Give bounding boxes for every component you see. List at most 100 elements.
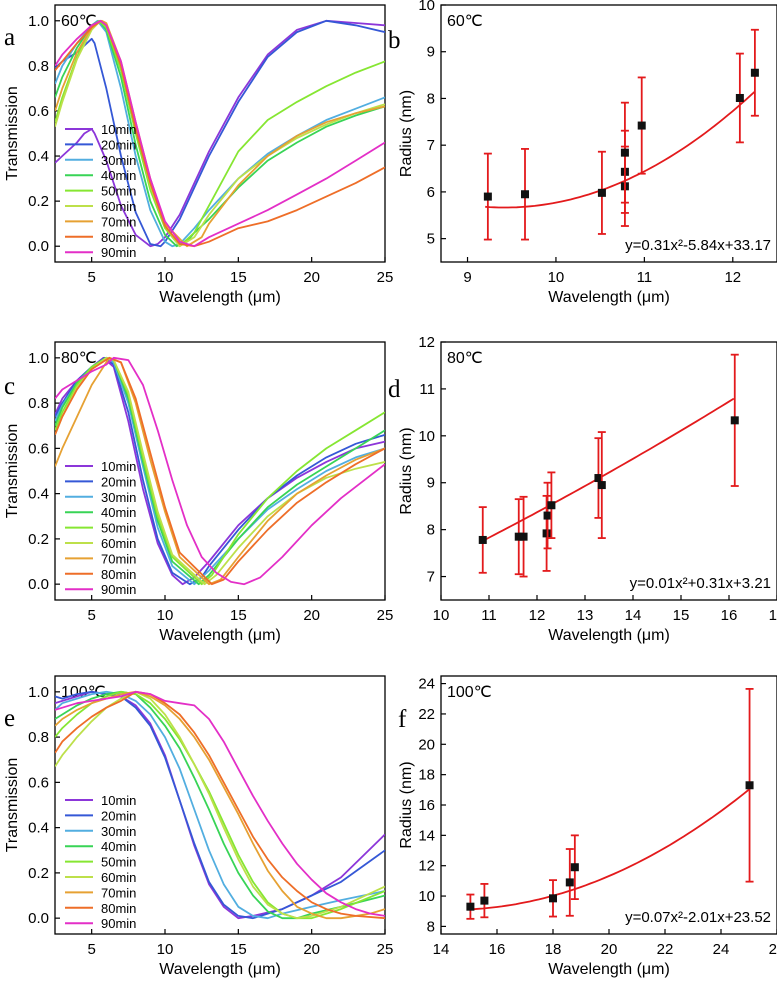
x-tick-label: 20 [601,941,618,958]
x-tick-label: 17 [769,607,777,624]
y-tick-label: 0.2 [28,865,49,882]
y-tick-label: 1.0 [28,13,49,30]
series-line-10min [55,19,385,248]
x-axis-label: Wavelength (μm) [548,961,670,978]
temperature-label: 80℃ [447,350,483,367]
temperature-label: 100℃ [447,684,492,701]
fit-equation: y=0.01x²+0.31x+3.21 [630,575,771,592]
y-axis-label: Transmission [4,424,21,519]
y-tick-label: 0.0 [28,238,49,255]
x-tick-label: 11 [637,269,653,286]
y-tick-label: 0.8 [28,395,49,412]
x-axis-label: Wavelength (μm) [159,289,281,306]
x-axis-label: Wavelength (μm) [159,961,281,978]
series-line-90min [55,690,385,917]
legend-label: 70min [101,551,136,566]
y-tick-label: 1.0 [28,684,49,701]
x-tick-label: 10 [433,607,450,624]
legend-label: 70min [101,214,136,229]
legend-label: 90min [101,916,136,931]
legend-label: 70min [101,885,136,900]
temperature-label: 80℃ [61,350,97,367]
series-line-90min [55,356,385,586]
legend-label: 10min [101,459,136,474]
legend-label: 20min [101,474,136,489]
x-axis-label: Wavelength (μm) [548,627,670,644]
temperature-label: 60℃ [447,13,483,30]
plot-area [55,690,385,920]
y-tick-label: 9 [427,475,435,492]
y-tick-label: 16 [418,797,435,814]
x-tick-label: 20 [303,269,320,286]
legend-label: 80min [101,901,136,916]
y-tick-label: 0.8 [28,58,49,75]
x-tick-label: 10 [157,941,174,958]
panel-f: 14 16 18 20 22 24 26 8 10 12 14 16 18 20 22 24 Wavelengt… [398,675,777,978]
series-line-70min [55,356,385,586]
x-tick-label: 12 [724,269,741,286]
series-line-50min [55,356,385,586]
data-point [735,93,744,102]
y-tick-label: 8 [427,918,435,935]
y-tick-label: 18 [418,767,435,784]
fit-equation: y=0.31x²-5.84x+33.17 [625,237,771,254]
y-tick-label: 0.0 [28,910,49,927]
panel-letter: d [388,376,401,403]
x-tick-label: 15 [230,269,247,286]
y-tick-label: 20 [418,736,435,753]
y-tick-label: 10 [418,428,435,445]
legend-label: 10min [101,122,136,137]
x-axis-label: Wavelength (μm) [548,289,670,306]
legend-label: 90min [101,582,136,597]
panel-letter: b [388,27,401,54]
y-tick-label: 5 [427,231,435,248]
x-tick-label: 20 [303,607,320,624]
series-line-90min [55,19,385,248]
panel-a: 5 10 15 20 25 0.0 0.2 0.4 0.6 0.8 1.0 Wavelength (μ… [4,4,393,306]
data-point [637,121,646,130]
x-tick-label: 5 [87,607,95,624]
legend-label: 40min [101,168,136,183]
panel-letter: e [4,705,15,732]
legend: 10min20min30min40min50min60min70min80min… [65,122,136,260]
data-point [745,781,754,790]
x-tick-label: 9 [463,269,471,286]
legend-label: 50min [101,521,136,536]
legend-label: 20min [101,808,136,823]
x-tick-label: 12 [529,607,546,624]
data-point [730,416,739,425]
data-point [597,481,606,490]
x-tick-label: 5 [87,941,95,958]
y-tick-label: 10 [418,0,435,14]
panel-letter: a [4,24,15,51]
legend-label: 60min [101,536,136,551]
y-tick-label: 8 [427,522,435,539]
plot-frame [440,4,777,263]
x-tick-label: 10 [157,269,174,286]
series-line-30min [55,690,385,920]
plot-frame [54,341,386,601]
legend-label: 50min [101,855,136,870]
x-tick-label: 22 [657,941,674,958]
x-tick-label: 11 [481,607,497,624]
y-axis-label: Radius (nm) [398,427,415,514]
legend-label: 40min [101,505,136,520]
panel-letter: c [4,373,15,400]
x-tick-label: 10 [157,607,174,624]
x-tick-label: 5 [87,269,95,286]
x-tick-label: 15 [673,607,690,624]
panel-c: 5 10 15 20 25 0.0 0.2 0.4 0.6 0.8 1.0 Wavelength (μ… [4,341,393,644]
y-tick-label: 7 [427,137,435,154]
plot-area [55,19,385,248]
series-line-80min [55,690,385,920]
legend-label: 30min [101,490,136,505]
y-tick-label: 7 [427,569,435,586]
data-point [543,511,552,520]
legend-label: 30min [101,153,136,168]
x-tick-label: 16 [489,941,506,958]
y-tick-label: 1.0 [28,350,49,367]
series-line-20min [55,690,385,920]
series-line-60min [55,690,385,920]
x-tick-label: 15 [230,941,247,958]
